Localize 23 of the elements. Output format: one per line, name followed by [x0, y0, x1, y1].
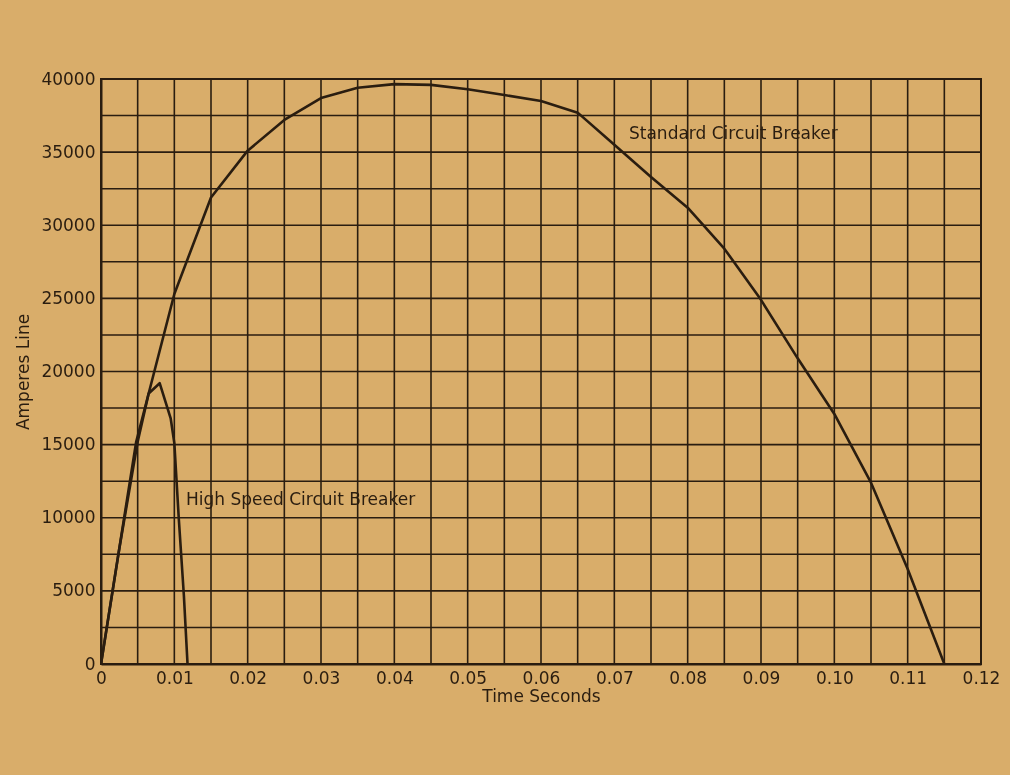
x-tick-label: 0.09	[742, 667, 781, 688]
x-axis-title: Time Seconds	[481, 685, 601, 706]
x-tick-label: 0.07	[595, 667, 634, 688]
y-tick-label: 5000	[52, 580, 96, 601]
y-tick-label: 15000	[41, 434, 96, 455]
x-tick-label: 0.03	[302, 667, 341, 688]
x-tick-label: 0.01	[155, 667, 194, 688]
y-axis-title: Amperes Line	[13, 313, 34, 431]
y-tick-label: 0	[84, 653, 96, 674]
y-tick-label: 30000	[41, 214, 96, 235]
x-tick-label: 0.08	[669, 667, 708, 688]
x-tick-label: 0.10	[815, 667, 854, 688]
y-tick-label: 25000	[41, 287, 96, 308]
y-tick-label: 10000	[41, 507, 96, 528]
x-tick-label: 0.02	[229, 667, 268, 688]
x-tick-label: 0.05	[449, 667, 488, 688]
x-tick-label: 0.04	[375, 667, 414, 688]
y-tick-label: 20000	[41, 361, 96, 381]
x-tick-label: 0.12	[962, 667, 1001, 688]
y-tick-label: 35000	[41, 141, 96, 162]
y-tick-label: 40000	[41, 68, 96, 89]
x-tick-label: 0.06	[522, 667, 561, 688]
x-tick-label: 0.11	[889, 667, 928, 688]
